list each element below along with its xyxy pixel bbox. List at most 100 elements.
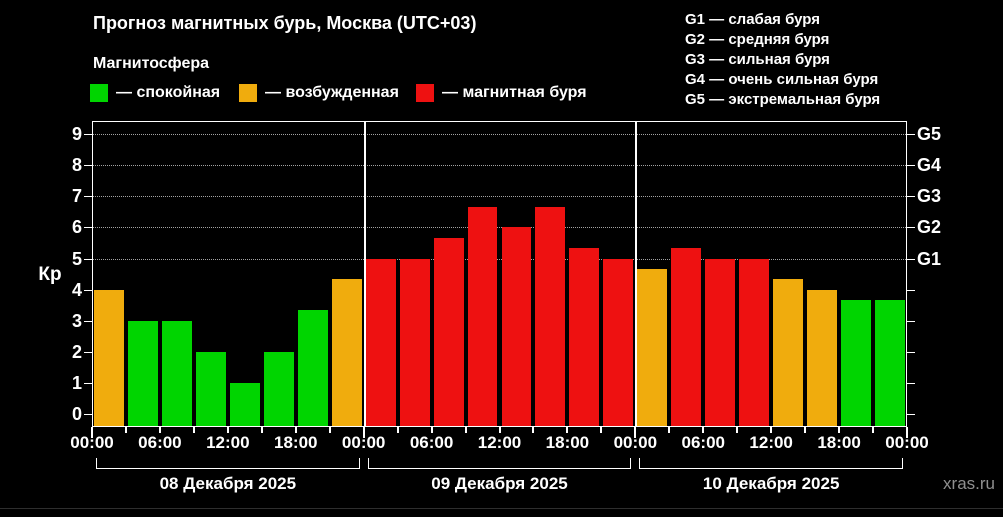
g-scale-line-5: G5 — экстремальная буря [685,91,881,108]
legend-label: — возбужденная [265,84,399,101]
legend-label: — спокойная [116,84,221,101]
kp-bar [705,258,736,426]
gridline-kp9 [93,134,906,136]
y-tick-label-9: 9 [71,124,82,145]
x-tick-3h [124,427,127,433]
x-tick-day [91,427,93,438]
x-tick-3h [600,427,603,433]
x-tick-3h [838,427,841,433]
date-bracket-end [96,458,97,468]
date-bracket-line [367,468,632,469]
legend-item-excited: — возбужденная [239,84,399,102]
x-tick-3h [668,427,671,433]
page-title: Прогноз магнитных бурь, Москва (UTC+03) [93,13,477,33]
x-tick-3h [226,427,229,433]
kp-bar [467,206,498,426]
day-separator [635,122,638,426]
y-tick-label-4: 4 [71,279,82,300]
x-tick-3h [736,427,739,433]
date-label: 10 Декабря 2025 [702,474,840,493]
g-scale-line-4: G4 — очень сильная буря [685,71,879,88]
right-axis-label-G4: G4 [917,155,942,176]
x-tick-3h [498,427,501,433]
kp-bar [263,351,294,426]
date-bracket-end [367,458,369,468]
kp-bar [127,320,158,426]
date-bracket-end [639,458,641,468]
right-axis-label-G2: G2 [917,217,942,238]
x-tick-3h [396,427,399,433]
y-tick-right [907,320,915,322]
x-tick-day [362,427,365,438]
x-tick-3h [192,427,195,433]
y-tick-label-7: 7 [71,186,82,207]
right-axis-label-G3: G3 [917,186,942,207]
kp-bar [739,258,770,426]
x-tick-label: 06:00 [681,433,725,452]
date-label: 09 Декабря 2025 [431,474,568,493]
watermark: xras.ru [943,474,995,493]
kp-bar [331,279,362,426]
x-tick-3h [770,427,773,433]
gridline-kp7 [93,196,906,198]
kp-bar [671,248,702,426]
kp-bar [807,289,838,426]
y-tick-left [84,134,92,136]
x-tick-3h [158,427,161,433]
kp-bar [195,351,226,426]
y-tick-left [84,196,92,198]
date-bracket-line [639,468,903,469]
x-tick-3h [294,427,297,433]
x-tick-label: 00:00 [341,433,386,452]
y-tick-label-3: 3 [71,310,82,331]
x-tick-3h [328,427,331,433]
x-tick-3h [532,427,535,433]
kp-bar [94,289,124,426]
y-tick-right [907,165,915,167]
y-tick-label-1: 1 [71,372,82,393]
x-tick-label: 18:00 [274,433,318,452]
y-tick-right [907,227,915,229]
y-tick-label-5: 5 [71,248,82,269]
magnetosphere-subtitle: Магнитосфера [93,55,210,72]
y-tick-right [907,289,915,291]
legend-swatch-storm-icon [416,84,434,102]
x-tick-3h [566,427,569,433]
x-tick-label: 06:00 [138,433,182,452]
y-axis-title: Кр [38,264,62,285]
y-tick-left [84,351,92,353]
y-tick-left [84,165,92,167]
kp-bar [773,279,804,426]
y-tick-label-2: 2 [71,341,82,362]
x-tick-3h [702,427,705,433]
kp-bar [603,258,634,426]
x-tick-label: 00:00 [613,433,658,452]
x-tick-3h [430,427,433,433]
gridline-kp8 [93,165,906,167]
date-bracket-end [630,458,632,468]
date-bracket-end [902,458,903,468]
x-tick-label: 12:00 [477,433,522,452]
g-scale-line-1: G1 — слабая буря [685,11,821,28]
kp-bar [875,299,905,426]
kp-bar [399,258,430,426]
plot-area [92,121,907,427]
y-tick-left [84,289,92,291]
right-axis-label-G5: G5 [917,124,942,145]
x-tick-label: 18:00 [545,433,590,452]
y-tick-left [84,414,92,415]
g-scale-line-2: G2 — средняя буря [685,31,830,48]
x-tick-day [634,427,637,438]
x-tick-3h [464,427,467,433]
y-tick-left [84,320,92,322]
legend-swatch-quiet-icon [90,84,108,102]
y-tick-right [907,414,915,415]
kp-bar [841,299,872,426]
y-tick-left [84,382,92,384]
gridline-kp5 [93,258,906,260]
y-tick-right [907,351,915,353]
kp-bar [569,248,600,426]
y-tick-left [84,227,92,229]
